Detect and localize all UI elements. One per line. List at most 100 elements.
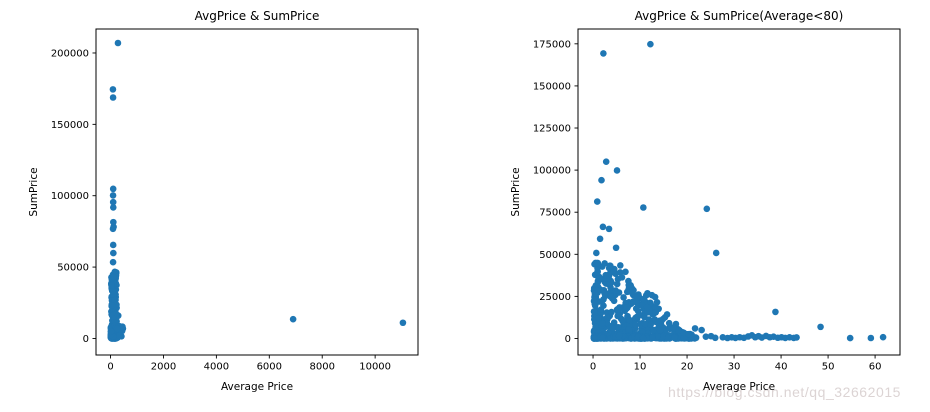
data-point xyxy=(642,320,650,328)
data-point xyxy=(626,316,633,324)
data-point xyxy=(647,40,654,48)
data-point xyxy=(119,323,126,331)
data-point xyxy=(711,334,719,342)
data-point xyxy=(109,258,117,266)
data-point xyxy=(109,185,117,193)
x-tick-label: 60 xyxy=(869,362,882,373)
data-point xyxy=(591,300,599,307)
data-point xyxy=(671,334,678,341)
x-tick-label: 8000 xyxy=(309,362,334,373)
scatter-points xyxy=(590,40,887,342)
data-point xyxy=(600,50,607,57)
plot-title: AvgPrice & SumPrice xyxy=(195,9,320,23)
data-point xyxy=(661,313,669,321)
data-point xyxy=(645,316,653,323)
x-tick-label: 10 xyxy=(634,362,647,373)
y-tick-label: 0 xyxy=(565,334,571,345)
data-point xyxy=(640,204,647,211)
data-point xyxy=(625,281,633,289)
data-point xyxy=(593,198,601,205)
data-point xyxy=(639,334,647,342)
x-tick-label: 10000 xyxy=(359,362,391,373)
data-point xyxy=(607,293,614,300)
data-point xyxy=(289,315,297,323)
y-axis-label: SumPrice xyxy=(28,167,40,216)
data-point xyxy=(110,218,117,226)
y-tick-label: 100000 xyxy=(533,166,571,177)
data-point xyxy=(659,333,666,341)
data-point xyxy=(597,306,605,313)
data-point xyxy=(597,275,605,283)
data-point xyxy=(109,192,117,199)
x-tick-label: 0 xyxy=(107,362,113,373)
data-point xyxy=(594,264,601,272)
data-point xyxy=(599,334,606,342)
data-point xyxy=(649,334,656,341)
y-tick-label: 200000 xyxy=(51,48,89,59)
data-point xyxy=(109,225,117,233)
data-point xyxy=(647,321,654,329)
y-axis-label: SumPrice xyxy=(510,167,522,216)
data-point xyxy=(109,94,117,101)
data-point xyxy=(615,306,622,313)
data-point xyxy=(608,324,616,332)
data-point xyxy=(596,235,604,243)
data-point xyxy=(590,308,598,315)
data-point xyxy=(110,249,117,257)
x-tick-label: 6000 xyxy=(257,362,282,373)
data-point xyxy=(640,295,648,303)
data-point xyxy=(619,317,626,325)
scatter-plot: 0 2000 4000 6000 8000 10000050000100000150000… xyxy=(28,9,419,393)
data-point xyxy=(605,225,613,233)
y-tick-label: 150000 xyxy=(51,120,89,131)
data-point xyxy=(702,333,710,340)
y-tick-label: 150000 xyxy=(533,81,571,92)
data-point xyxy=(656,327,664,334)
data-point xyxy=(632,314,639,322)
data-point xyxy=(618,274,626,281)
y-tick-label: 25000 xyxy=(539,292,571,303)
y-tick-label: 125000 xyxy=(533,124,571,135)
axes-frame xyxy=(95,28,419,356)
data-point xyxy=(602,271,610,279)
data-point xyxy=(653,298,661,306)
x-axis-label: Average Price xyxy=(221,381,293,393)
data-point xyxy=(107,328,115,335)
data-point xyxy=(113,325,121,332)
scatter-plot: 0 10 20 30 40 50 60 0 25000 50000 75000 100000 12500… xyxy=(510,9,901,393)
data-point xyxy=(615,323,622,331)
scatter-points xyxy=(107,39,407,342)
data-point xyxy=(703,205,711,213)
data-point xyxy=(110,291,117,298)
data-point xyxy=(691,325,699,332)
y-tick-label: 50000 xyxy=(539,250,571,261)
data-point xyxy=(109,198,117,206)
data-point xyxy=(110,273,117,281)
x-tick-label: 40 xyxy=(775,362,788,373)
data-point xyxy=(608,308,615,316)
data-point xyxy=(109,86,117,93)
data-point xyxy=(591,289,599,297)
data-point xyxy=(599,319,606,327)
data-point xyxy=(615,332,623,340)
data-point xyxy=(625,326,633,334)
data-point xyxy=(632,305,640,312)
data-point xyxy=(633,299,641,306)
data-point xyxy=(108,302,116,309)
data-point xyxy=(643,303,651,311)
y-tick-label: 50000 xyxy=(57,263,89,274)
data-point xyxy=(109,241,117,249)
x-axis-label: Average Price xyxy=(703,381,775,393)
data-point xyxy=(633,294,641,302)
data-point xyxy=(593,249,600,257)
data-point xyxy=(592,323,599,331)
data-point xyxy=(652,308,660,316)
x-tick-label: 30 xyxy=(728,362,741,373)
axes-frame xyxy=(577,28,901,356)
data-point xyxy=(652,304,660,311)
x-tick-label: 20 xyxy=(681,362,694,373)
data-point xyxy=(637,320,644,328)
data-point xyxy=(610,267,618,275)
data-point xyxy=(879,333,887,341)
